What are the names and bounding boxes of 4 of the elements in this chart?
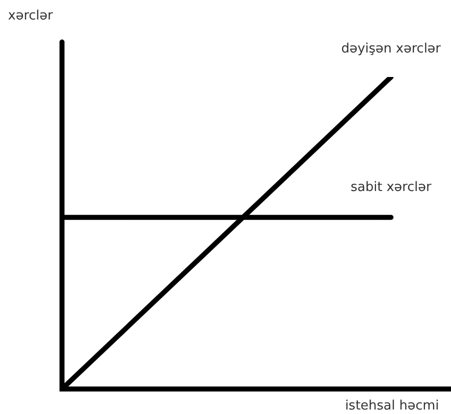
- y-axis-title: xərclər: [8, 8, 54, 24]
- series-label: sabit xərclər: [350, 180, 432, 195]
- x-axis-title: istehsal həcmi: [345, 398, 439, 414]
- text: dəyişən xərclər: [341, 41, 442, 56]
